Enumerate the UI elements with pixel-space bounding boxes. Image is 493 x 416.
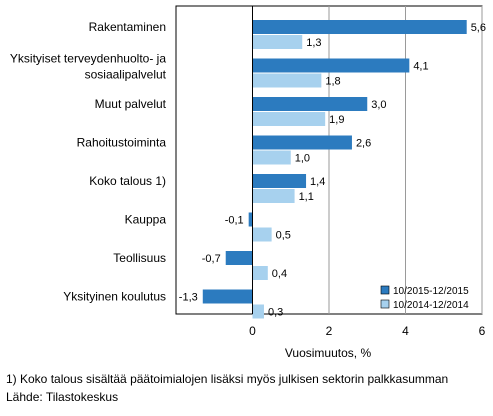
bar-s1-7	[202, 289, 253, 304]
category-label: Rakentaminen	[89, 20, 166, 34]
bar-s1-0	[252, 20, 467, 34]
value-label: 1,0	[295, 153, 310, 165]
bar-s1-6	[225, 251, 253, 265]
bar-s1-4	[252, 174, 307, 188]
legend-swatch-1	[380, 285, 390, 295]
category-label: Rahoitustoiminta	[77, 136, 167, 150]
category-label: sosiaalipalvelut	[85, 68, 167, 82]
bar-s2-1	[252, 73, 322, 88]
bar-s1-3	[252, 135, 352, 150]
bar-s1-2	[252, 97, 368, 111]
category-label: Teollisuus	[113, 251, 166, 265]
category-label: Kauppa	[125, 213, 167, 227]
x-tick-label: 0	[249, 324, 256, 338]
bar-s2-2	[252, 112, 326, 126]
legend-label-2: 10/2014-12/2014	[393, 300, 469, 311]
bar-s2-6	[252, 266, 268, 280]
x-axis-title: Vuosimuutos, %	[285, 346, 372, 360]
x-tick-label: 2	[326, 324, 333, 338]
category-label: Yksityiset terveydenhuolto- ja	[10, 52, 166, 66]
footnote: 1) Koko talous sisältää päätoimialojen l…	[6, 372, 449, 386]
value-label: 1,4	[310, 176, 325, 188]
legend-label-1: 10/2015-12/2015	[393, 286, 469, 297]
bar-s2-7	[252, 304, 264, 319]
bar-s2-3	[252, 150, 291, 165]
bar-s2-4	[252, 189, 295, 203]
category-label: Muut palvelut	[95, 97, 167, 111]
value-label: 5,6	[471, 22, 486, 34]
value-label: 1,8	[325, 76, 340, 88]
value-label: 1,3	[306, 37, 321, 49]
bar-s1-1	[252, 58, 410, 73]
bar-s2-0	[252, 35, 303, 49]
value-label: 1,1	[299, 191, 314, 203]
value-label: 4,1	[413, 61, 428, 73]
value-label: -1,3	[179, 292, 198, 304]
source-note: Lähde: Tilastokeskus	[6, 390, 119, 404]
category-label: Koko talous 1)	[89, 174, 166, 188]
value-label: 3,0	[371, 99, 386, 111]
value-label: 0,5	[276, 230, 291, 242]
x-tick-label: 6	[479, 324, 486, 338]
x-tick-label: 4	[402, 324, 409, 338]
category-label: Yksityinen koulutus	[63, 290, 166, 304]
value-label: 2,6	[356, 138, 371, 150]
legend-swatch-2	[380, 299, 390, 309]
bar-s1-5	[248, 212, 253, 227]
bar-s2-5	[252, 227, 272, 242]
value-label: 0,3	[268, 307, 283, 319]
value-label: 1,9	[329, 114, 344, 126]
value-label: 0,4	[272, 268, 287, 280]
value-label: -0,1	[225, 215, 244, 227]
value-label: -0,7	[202, 253, 221, 265]
